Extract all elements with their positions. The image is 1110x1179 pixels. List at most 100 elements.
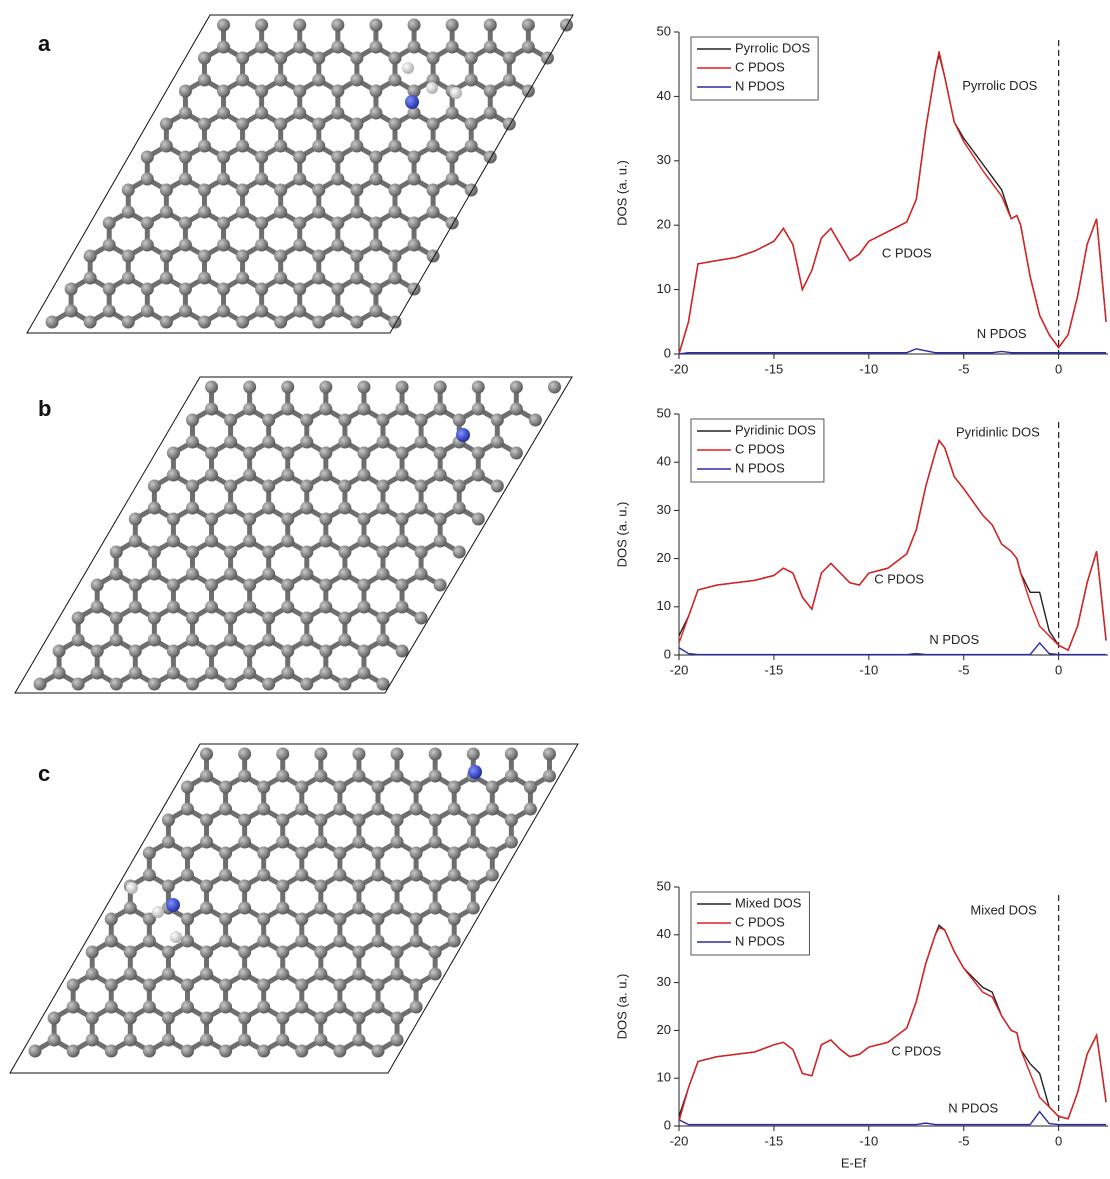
carbon-atom [148,612,161,625]
carbon-atom [143,847,156,860]
carbon-atom [238,814,251,827]
carbon-atom [396,513,409,526]
carbon-atom [338,436,351,449]
carbon-atom [503,118,516,131]
y-tick-label: 40 [657,88,671,103]
carbon-atom [396,535,409,548]
carbon-atom [448,869,461,882]
carbon-atom [338,480,351,493]
x-tick-label: -15 [765,662,784,677]
carbon-atom [162,946,175,959]
carbon-atom [243,447,256,460]
carbon-atom [293,151,306,164]
carbon-atom [472,513,485,526]
carbon-atom [122,184,135,197]
carbon-atom [181,935,194,948]
carbon-atom [331,305,344,318]
carbon-atom [415,414,428,427]
carbon-atom [522,19,535,32]
carbon-atom [429,880,442,893]
carbon-atom [91,579,104,592]
carbon-atom [333,935,346,948]
carbon-atom [505,770,518,783]
carbon-atom [352,968,365,981]
carbon-atom [224,678,237,691]
carbon-atom [224,568,237,581]
nitrogen-atom [468,765,482,779]
legend-label: C PDOS [735,59,785,74]
carbon-atom [110,634,123,647]
y-tick-label: 0 [664,1117,671,1132]
carbon-atom [238,1034,251,1047]
carbon-atom [200,1012,213,1025]
x-tick-label: -15 [765,361,784,376]
x-axis-label: E-Ef [841,1155,867,1170]
carbon-atom [91,645,104,658]
carbon-atom [427,118,440,131]
carbon-atom [371,1001,384,1014]
carbon-atom [415,546,428,559]
carbon-atom [205,579,218,592]
carbon-atom [369,305,382,318]
carbon-atom [319,579,332,592]
carbon-atom [312,316,325,329]
carbon-atom [429,836,442,849]
carbon-atom [236,250,249,263]
carbon-atom [72,634,85,647]
carbon-atom [217,173,230,186]
carbon-atom [369,283,382,296]
carbon-atom [186,480,199,493]
x-tick-label: -20 [670,361,689,376]
carbon-atom [352,946,365,959]
carbon-atom [465,184,478,197]
carbon-atom [396,579,409,592]
carbon-atom [312,52,325,65]
carbon-atom [357,403,370,416]
carbon-atom [243,645,256,658]
carbon-atom [391,814,404,827]
carbon-atom [257,1045,270,1058]
carbon-atom [186,612,199,625]
annotation: C PDOS [891,1043,941,1058]
carbon-atom [388,206,401,219]
carbon-atom [333,913,346,926]
figure: abc01020304050-20-15-10-50DOS (a. u.)Pyr… [0,0,1110,1179]
carbon-atom [491,414,504,427]
carbon-atom [243,667,256,680]
carbon-atom [255,217,268,230]
x-tick-label: -10 [859,361,878,376]
carbon-atom [143,1001,156,1014]
carbon-atom [217,305,230,318]
carbon-atom [376,414,389,427]
carbon-atom [314,880,327,893]
carbon-atom [243,381,256,394]
carbon-atom [333,1001,346,1014]
carbon-atom [262,480,275,493]
carbon-atom [257,979,270,992]
carbon-atom [200,1034,213,1047]
carbon-atom [453,502,466,515]
carbon-atom [510,381,523,394]
carbon-atom [84,250,97,263]
y-tick-label: 30 [657,152,671,167]
carbon-atom [181,1001,194,1014]
carbon-atom [243,579,256,592]
carbon-atom [257,847,270,860]
carbon-atom [181,781,194,794]
x-tick-label: 0 [1055,662,1062,677]
carbon-atom [429,814,442,827]
carbon-atom [224,546,237,559]
carbon-atom [200,814,213,827]
carbon-atom [369,151,382,164]
x-tick-label: -20 [670,662,689,677]
carbon-atom [396,601,409,614]
x-tick-label: -10 [859,662,878,677]
carbon-atom [219,1001,232,1014]
carbon-atom [186,414,199,427]
carbon-atom [448,935,461,948]
carbon-atom [352,880,365,893]
carbon-atom [257,781,270,794]
carbon-atom [281,579,294,592]
carbon-atom [276,1034,289,1047]
annotation: Pyridinlic DOS [956,425,1040,440]
